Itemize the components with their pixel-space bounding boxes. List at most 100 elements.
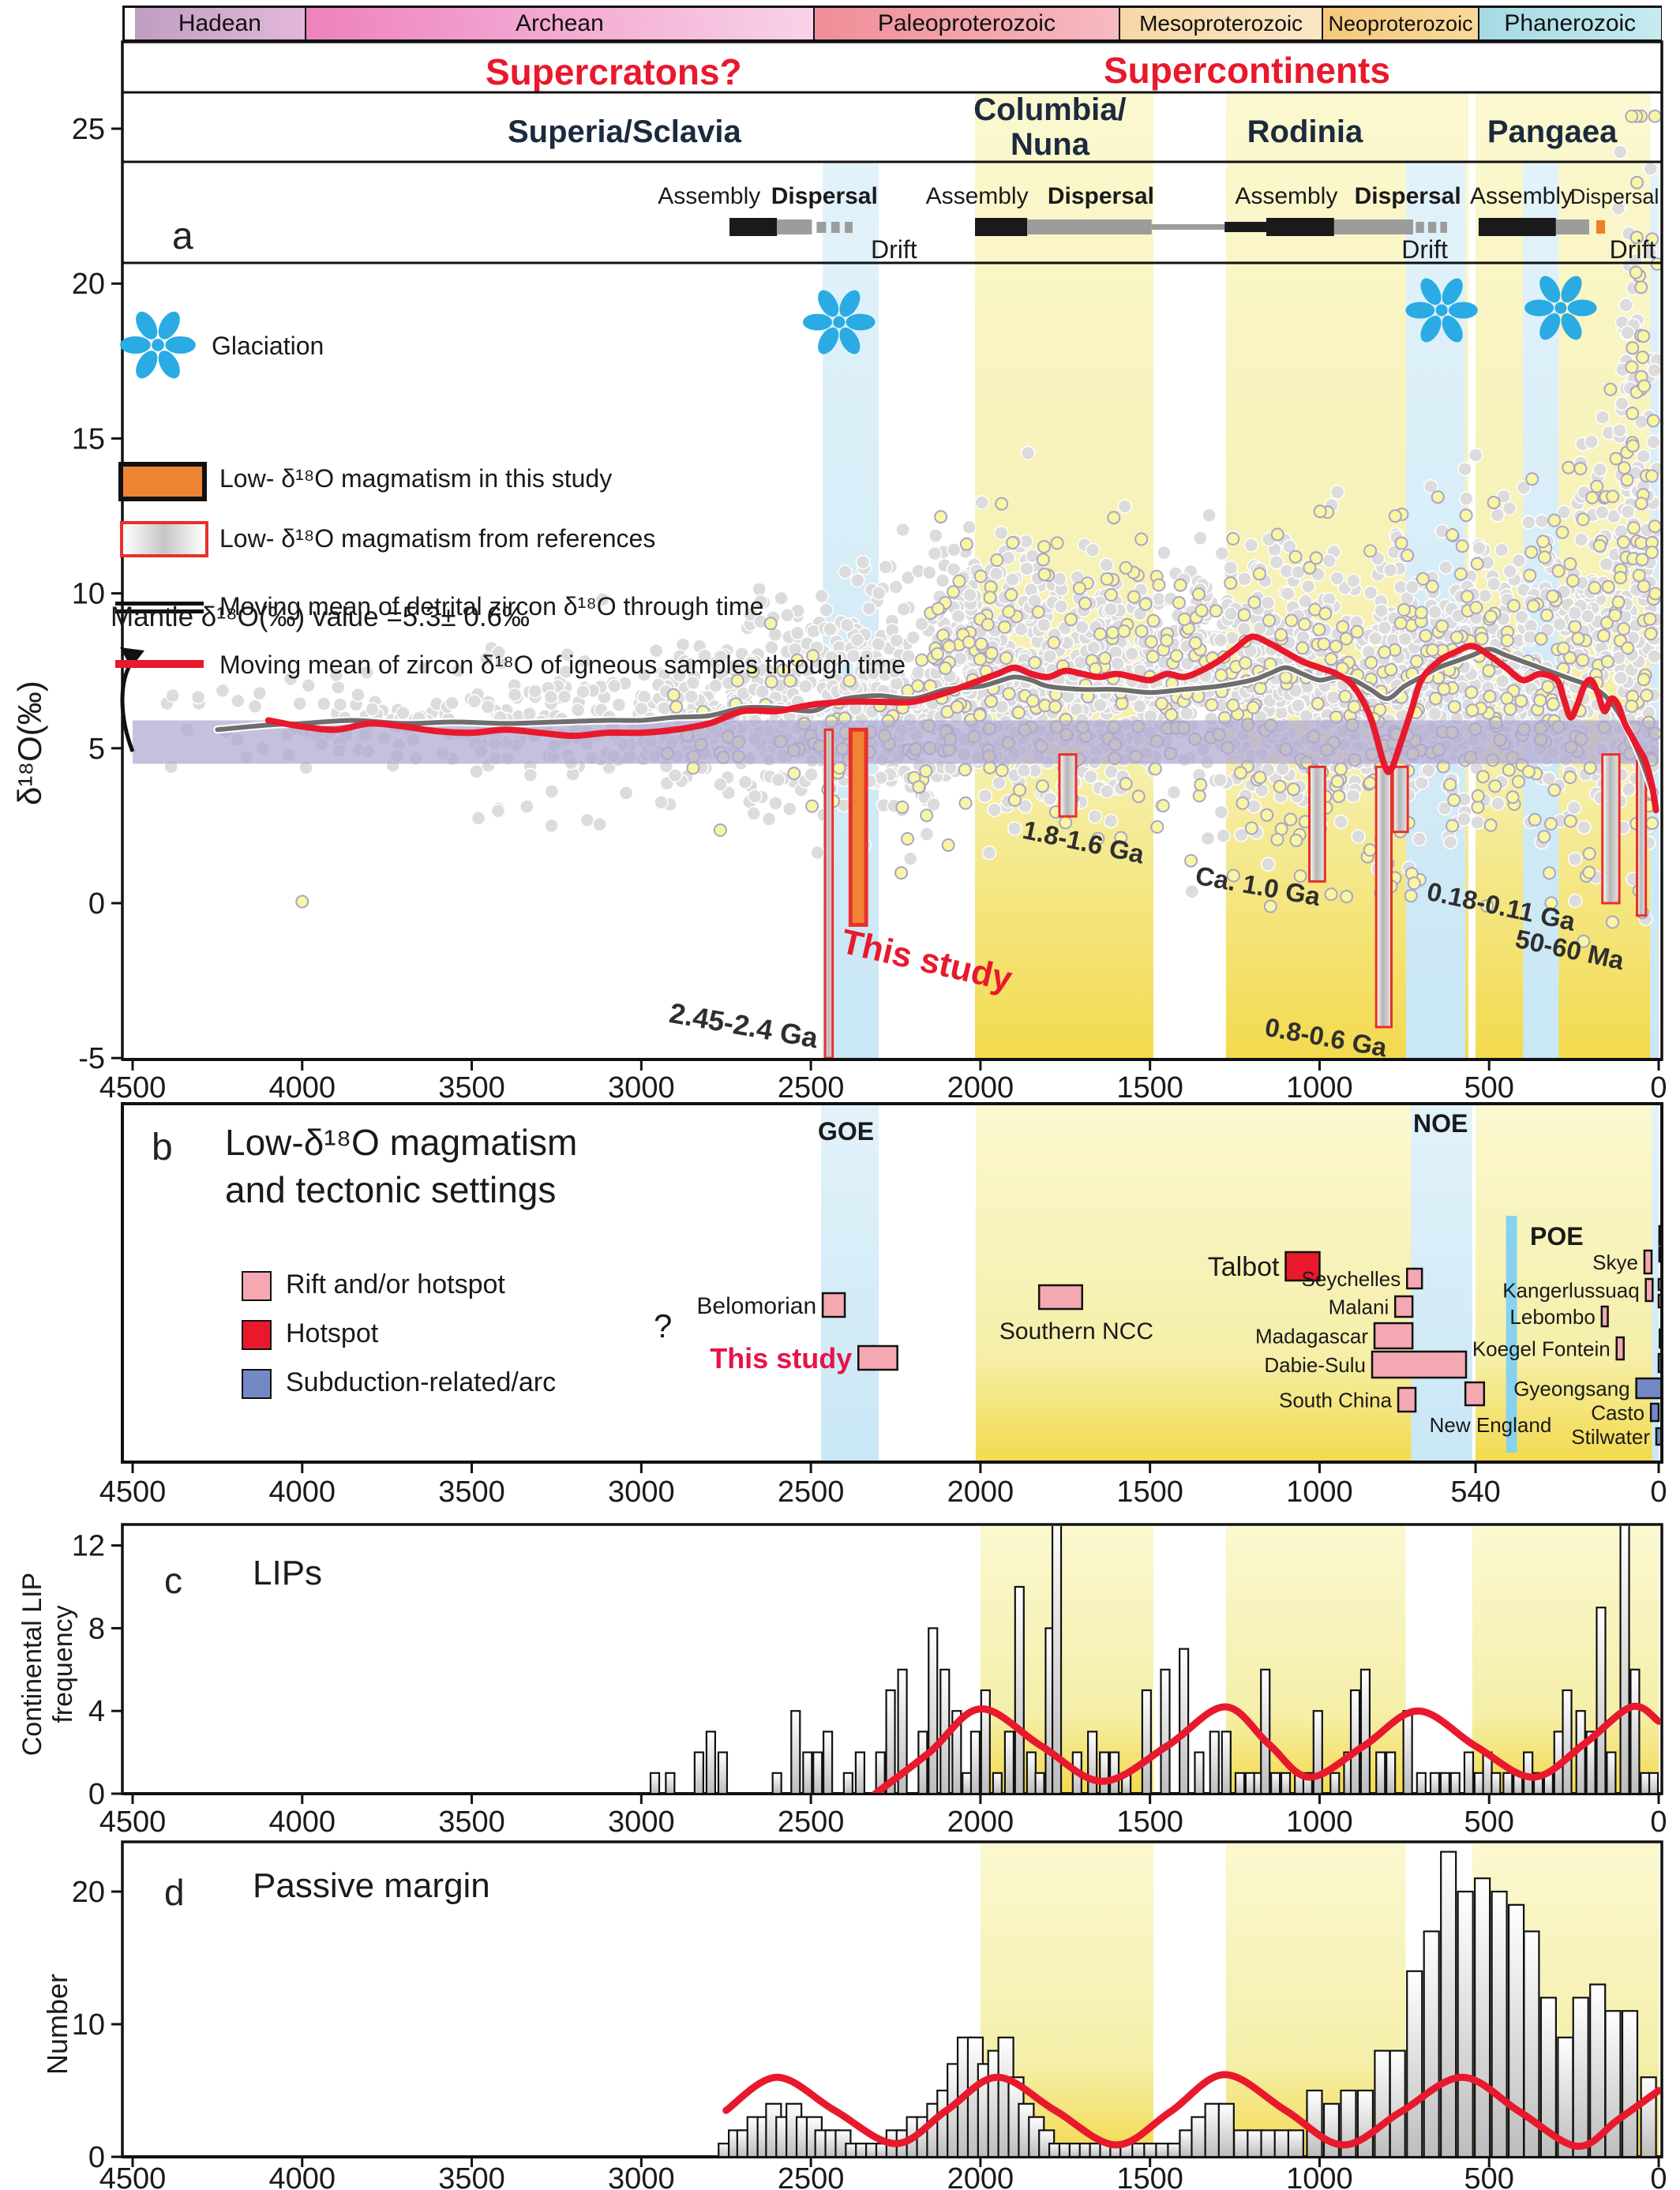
- histogram-bar: [1439, 1772, 1450, 1793]
- mantle-value-label: Mantle δ¹⁸O(‰) value =5.3± 0.6‰: [111, 602, 531, 632]
- histogram-bar: [1217, 2102, 1235, 2156]
- tectonic-event-marker: [1615, 1336, 1626, 1361]
- panel-a-ylabel: δ¹⁸O(‰): [11, 681, 48, 805]
- drift-dash: [1416, 222, 1424, 233]
- legend-swatch-0: [242, 1271, 272, 1301]
- svg-text:3000: 3000: [608, 1806, 675, 1839]
- tectonic-event-marker: [1406, 1267, 1423, 1290]
- svg-text:1500: 1500: [1116, 1806, 1183, 1839]
- era-paleoproterozoic: Paleoproterozoic: [813, 8, 1119, 39]
- tectonic-event-marker: [1037, 1284, 1084, 1311]
- histogram-bar: [1244, 1772, 1255, 1793]
- svg-text:3500: 3500: [438, 2162, 505, 2190]
- histogram-bar: [1640, 2076, 1657, 2156]
- era-phanerozoic: Phanerozoic: [1477, 8, 1661, 39]
- assembly-label: Assembly: [926, 183, 1029, 209]
- legend-low-d18o-study-label: Low- δ¹⁸O magmatism in this study: [219, 464, 613, 493]
- panel-c-ylabel: Continental LIP frequency: [17, 1572, 79, 1757]
- dispersal-bar: [1027, 219, 1152, 234]
- svg-text:5: 5: [88, 733, 105, 766]
- histogram-bar: [1359, 1668, 1371, 1793]
- mantle-arrow: [120, 662, 135, 752]
- tectonic-event-marker: [1643, 1249, 1653, 1275]
- histogram-bar: [1014, 1585, 1025, 1793]
- panel-d-ylabel: Number: [41, 1973, 73, 2075]
- histogram-bar: [1463, 1751, 1475, 1793]
- svg-text:1500: 1500: [1116, 1476, 1183, 1509]
- low-d18o-bar-this-study: [848, 727, 868, 927]
- dispersal-bar: [777, 219, 812, 234]
- legend-low-d18o-refs-swatch: [120, 521, 208, 557]
- histogram-bar: [1374, 2049, 1391, 2156]
- tectonic-event-marker: [1397, 1386, 1417, 1413]
- panel-b-bands: [820, 1105, 1659, 1461]
- histogram-bar: [1349, 1689, 1361, 1793]
- histogram-bar: [717, 1751, 729, 1793]
- histogram-bar: [1539, 1997, 1557, 2156]
- svg-text:2500: 2500: [778, 2162, 845, 2190]
- svg-text:8: 8: [88, 1612, 105, 1645]
- tectonic-event-marker: [1464, 1381, 1486, 1407]
- panel-d-title: Passive margin: [253, 1866, 490, 1905]
- svg-text:4000: 4000: [269, 1476, 336, 1509]
- histogram-bar: [812, 1751, 823, 1793]
- histogram-bar: [1640, 1772, 1651, 1793]
- event-label: Kangerlussuaq: [1502, 1278, 1639, 1302]
- histogram-bar: [1457, 1890, 1474, 2156]
- svg-text:0: 0: [1650, 1071, 1667, 1104]
- panel-c-bands: [980, 1526, 1659, 1793]
- svg-text:500: 500: [1464, 1806, 1514, 1839]
- histogram-bar: [1474, 1877, 1491, 2156]
- low-d18o-bar-reference: [1601, 753, 1621, 905]
- drift-orange-marker: [1596, 220, 1606, 234]
- supercontinents-header: Supercontinents: [1104, 50, 1390, 91]
- histogram-bar: [649, 1772, 661, 1793]
- low-d18o-bar-reference: [1308, 765, 1326, 883]
- svg-text:500: 500: [1464, 1071, 1514, 1104]
- svg-text:1000: 1000: [1286, 1476, 1353, 1509]
- histogram-bar: [802, 1751, 813, 1793]
- supercontinent-name: Rodinia: [1247, 114, 1363, 149]
- event-label: Seychelles: [1302, 1267, 1401, 1291]
- histogram-bar: [1523, 1930, 1540, 2156]
- legend-low-d18o-refs-label: Low- δ¹⁸O magmatism from references: [219, 524, 656, 553]
- drift-label: Drift: [1610, 235, 1656, 264]
- histogram-bar: [1429, 1772, 1441, 1793]
- low-d18o-bar-reference: [1636, 759, 1648, 917]
- histogram-bar: [665, 1772, 676, 1793]
- tectonic-event-marker: [1644, 1277, 1654, 1303]
- histogram-bar: [1473, 1772, 1484, 1793]
- svg-text:2500: 2500: [778, 1476, 845, 1509]
- svg-text:2500: 2500: [778, 1806, 845, 1839]
- igneous-zircon-points: [295, 109, 1660, 948]
- histogram-bar: [1322, 2102, 1341, 2156]
- histogram-bar: [854, 1751, 865, 1793]
- panel-b-event-labels: Belomorian This study Southern NCC Talbot Se…: [696, 1251, 1650, 1449]
- tectonic-event-marker: [1658, 1246, 1660, 1263]
- histogram-bar: [969, 1731, 981, 1793]
- svg-text:0: 0: [88, 1778, 105, 1811]
- histogram-bar: [1629, 1668, 1641, 1793]
- svg-text:4000: 4000: [269, 2162, 336, 2190]
- poe-label: POE: [1530, 1222, 1584, 1251]
- svg-text:0: 0: [88, 2141, 105, 2174]
- assembly-label: Assembly: [1470, 183, 1573, 209]
- histogram-bar: [1491, 1772, 1502, 1793]
- tectonic-event-marker: [1657, 1277, 1660, 1292]
- histogram-bar: [1375, 1751, 1386, 1793]
- dispersal-label: Dispersal: [1048, 183, 1154, 209]
- era-hadean: Hadean: [135, 8, 305, 39]
- tectonic-event-marker: [857, 1344, 898, 1371]
- low-d18o-bar-reference: [1374, 765, 1393, 1029]
- svg-text:3500: 3500: [438, 1476, 505, 1509]
- histogram-bar: [1423, 1930, 1440, 2156]
- event-label: Koegel Fontein: [1472, 1337, 1611, 1360]
- poe-bar: [1506, 1216, 1517, 1453]
- histogram-bar: [1621, 2010, 1639, 2156]
- event-label: Madagascar: [1255, 1324, 1368, 1348]
- histogram-bar: [1270, 1772, 1281, 1793]
- dispersal-bar: [1555, 219, 1589, 234]
- svg-text:25: 25: [72, 113, 105, 146]
- svg-text:4500: 4500: [99, 1806, 167, 1839]
